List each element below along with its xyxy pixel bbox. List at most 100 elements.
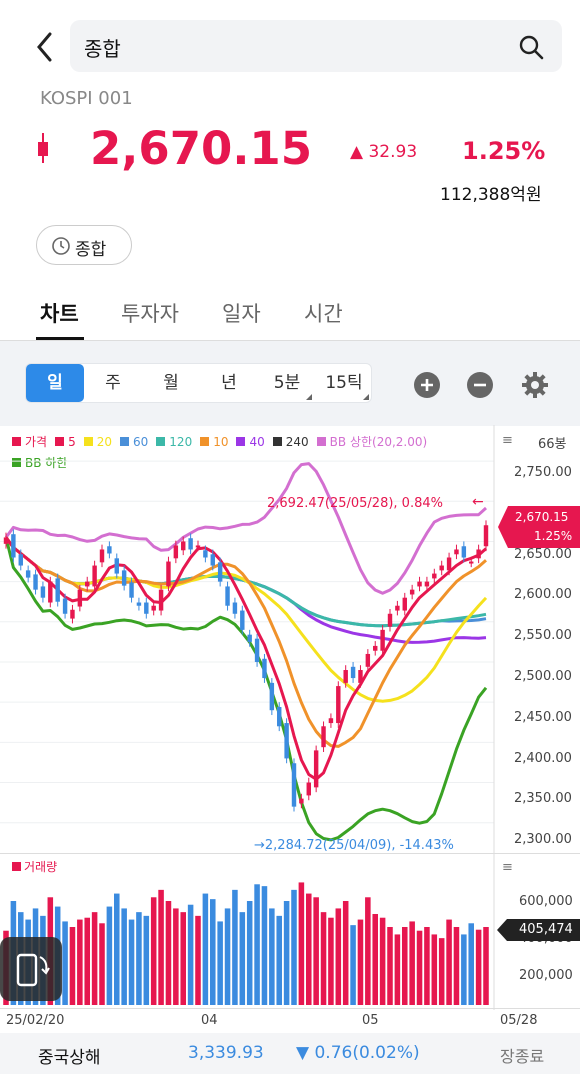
volume-bar	[461, 934, 467, 1005]
candle	[277, 706, 282, 727]
candle	[232, 602, 238, 614]
candle	[195, 545, 201, 548]
volume-bar	[438, 938, 445, 1005]
search-icon[interactable]	[518, 34, 544, 60]
last-price-tag-pct: 1.25%	[534, 529, 573, 543]
volume-axis-200k: 200,000	[519, 968, 573, 983]
tab-daily[interactable]: 일자	[222, 302, 261, 326]
candle	[439, 565, 444, 571]
volume-chart[interactable]	[0, 855, 580, 1010]
volume-bar	[173, 908, 179, 1005]
candle	[409, 589, 415, 595]
candle	[299, 798, 304, 804]
legend-label: 40	[249, 435, 265, 449]
candle	[254, 638, 260, 662]
menu-icon[interactable]: ≡	[502, 433, 513, 448]
legend-item: 가격	[12, 435, 51, 449]
legend-item: 10	[200, 435, 232, 449]
candle	[424, 581, 430, 587]
price-change-percent: 1.25%	[462, 137, 546, 165]
volume-bar	[313, 897, 319, 1005]
volume-bar	[91, 912, 98, 1005]
section-divider	[0, 853, 580, 854]
candle	[85, 581, 90, 587]
candle	[365, 653, 371, 667]
volume-last-tag: 405,474	[497, 919, 580, 941]
high-annotation: 2,692.47(25/05/28), 0.84%	[267, 496, 443, 511]
volume-bar	[77, 919, 83, 1005]
volume-bar	[365, 897, 371, 1005]
ticker-change: ▼ 0.76(0.02%)	[296, 1043, 420, 1063]
legend-label: BB 상한(20,2.00)	[329, 435, 428, 449]
legend-label: 가격	[25, 435, 48, 449]
volume-legend: 거래량	[12, 858, 57, 875]
price-axis-label: 2,750.00	[514, 465, 572, 480]
period-month[interactable]: 월	[163, 373, 179, 393]
index-code: KOSPI 001	[40, 88, 133, 109]
legend-label: BB 하한	[25, 456, 68, 470]
volume-bar	[409, 921, 415, 1005]
price-axis-label: 2,600.00	[514, 587, 572, 603]
period-5min[interactable]: 5분	[273, 373, 301, 393]
candle	[107, 546, 112, 554]
period-day[interactable]: 일	[26, 364, 84, 402]
back-button[interactable]	[30, 28, 62, 66]
rotate-screen-button[interactable]	[0, 937, 62, 1001]
candle	[240, 610, 245, 630]
search-query: 종합	[84, 37, 121, 61]
market-chip[interactable]: 종합	[36, 225, 132, 265]
volume-bar	[372, 914, 378, 1005]
legend-item: BB 하한	[12, 456, 71, 470]
volume-title: 거래량	[24, 860, 58, 874]
candle	[3, 537, 9, 544]
candle	[262, 658, 267, 679]
volume-bar	[254, 884, 260, 1005]
legend-color-swatch	[120, 437, 130, 446]
search-bar[interactable]: 종합	[70, 20, 562, 72]
price-axis-label: 2,400.00	[514, 750, 572, 766]
tab-divider	[0, 340, 580, 341]
volume-bar	[261, 886, 268, 1005]
legend-color-swatch	[272, 437, 282, 446]
candle	[217, 562, 223, 582]
volume-bar	[320, 912, 327, 1005]
tab-investor[interactable]: 투자자	[121, 302, 179, 326]
volume-bar	[165, 901, 172, 1005]
period-week[interactable]: 주	[105, 373, 121, 393]
candle	[380, 629, 385, 651]
menu-icon[interactable]: ≡	[502, 860, 513, 875]
legend-label: 240	[285, 435, 309, 449]
tab-chart[interactable]: 차트	[40, 302, 79, 326]
settings-gear-icon[interactable]	[520, 370, 550, 400]
volume-bar	[416, 930, 423, 1005]
volume-bar	[239, 912, 246, 1005]
legend-color-swatch	[316, 437, 326, 446]
zoom-out-icon[interactable]	[466, 371, 494, 399]
volume-bar	[84, 917, 90, 1005]
legend-item: 5	[55, 435, 80, 449]
price-chart[interactable]	[0, 425, 580, 855]
date-axis-divider	[0, 1008, 580, 1009]
period-15tick[interactable]: 15틱	[325, 373, 363, 393]
volume-bar	[468, 923, 474, 1005]
low-annotation: →2,284.72(25/04/09), -14.43%	[254, 838, 454, 853]
price-change: ▲ 32.93	[350, 142, 418, 162]
volume-bar	[217, 921, 223, 1005]
dropdown-corner-icon	[363, 394, 369, 400]
mini-candle-icon	[38, 133, 48, 163]
tab-time[interactable]: 시간	[304, 302, 343, 326]
price-axis-label: 2,650.00	[514, 546, 572, 562]
ma20-line	[4, 536, 488, 703]
price-axis-label: 2,300.00	[514, 832, 572, 848]
volume-bar	[379, 917, 386, 1005]
candle	[328, 718, 334, 724]
candle	[321, 726, 326, 748]
period-year[interactable]: 년	[221, 373, 237, 393]
candle	[181, 541, 186, 551]
volume-bar	[269, 908, 275, 1005]
bottom-ticker[interactable]: 중국상해 3,339.93 ▼ 0.76(0.02%) 장종료	[0, 1033, 580, 1074]
volume-bar	[357, 919, 364, 1005]
legend-color-swatch	[236, 437, 246, 446]
trade-amount: 112,388억원	[440, 185, 542, 205]
zoom-in-icon[interactable]	[413, 371, 441, 399]
